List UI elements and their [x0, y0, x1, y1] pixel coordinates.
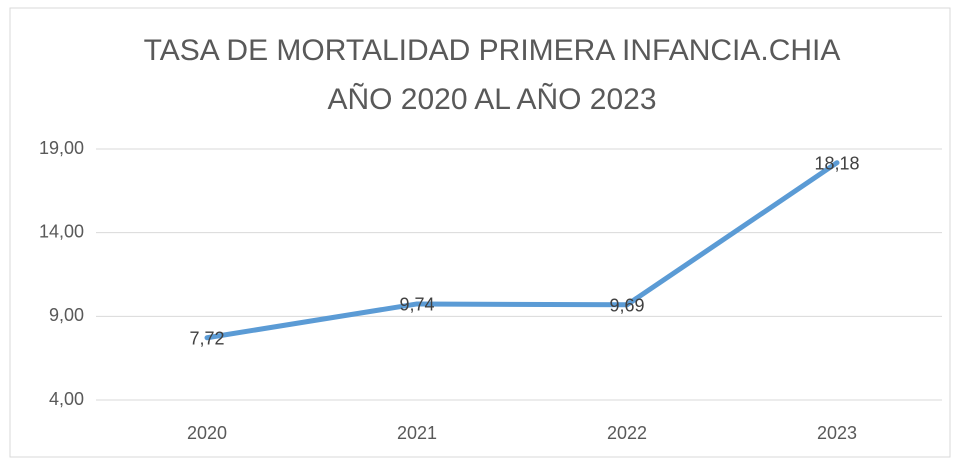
x-tick-label: 2022 — [607, 423, 647, 443]
data-label: 9,74 — [399, 295, 434, 315]
y-tick-label: 19,00 — [39, 138, 84, 158]
x-tick-label: 2021 — [397, 423, 437, 443]
y-tick-label: 9,00 — [49, 305, 84, 325]
chart-title: AÑO 2020 AL AÑO 2023 — [327, 82, 656, 116]
line — [204, 160, 840, 341]
data-label: 18,18 — [814, 153, 859, 173]
x-tick-label: 2020 — [187, 423, 227, 443]
chart-title: TASA DE MORTALIDAD PRIMERA INFANCIA.CHIA — [144, 34, 841, 67]
data-label: 7,72 — [189, 329, 224, 349]
x-tick-label: 2023 — [817, 423, 857, 443]
y-tick-label: 14,00 — [39, 221, 84, 241]
y-tick-label: 4,00 — [49, 389, 84, 409]
data-label: 9,69 — [609, 296, 644, 316]
